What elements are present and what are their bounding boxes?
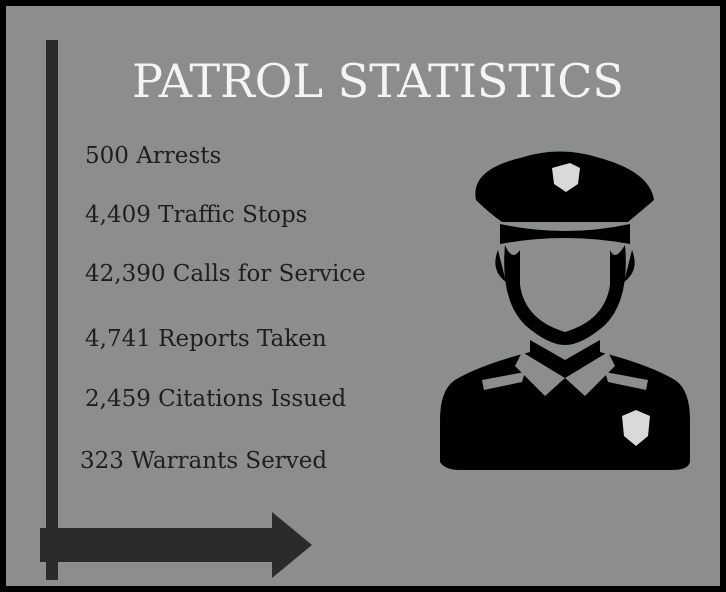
stats-list: 500 Arrests 4,409 Traffic Stops 42,390 Cal… bbox=[80, 143, 366, 474]
stat-item: 4,409 Traffic Stops bbox=[85, 202, 307, 228]
officer-icon bbox=[440, 151, 690, 470]
title: PATROL STATISTICS bbox=[132, 54, 624, 108]
stat-item: 323 Warrants Served bbox=[80, 448, 327, 474]
epaulettes bbox=[482, 372, 648, 390]
stat-item: 42,390 Calls for Service bbox=[85, 261, 366, 287]
vertical-bar bbox=[46, 40, 58, 580]
collar bbox=[515, 352, 615, 396]
hat-badge bbox=[552, 163, 580, 192]
stat-item: 4,741 Reports Taken bbox=[85, 326, 327, 352]
chest-badge bbox=[622, 410, 650, 446]
face-outline bbox=[504, 245, 626, 345]
arrow bbox=[40, 512, 312, 578]
hat-brim bbox=[500, 224, 630, 244]
stat-item: 500 Arrests bbox=[85, 143, 221, 169]
stat-item: 2,459 Citations Issued bbox=[85, 386, 347, 412]
